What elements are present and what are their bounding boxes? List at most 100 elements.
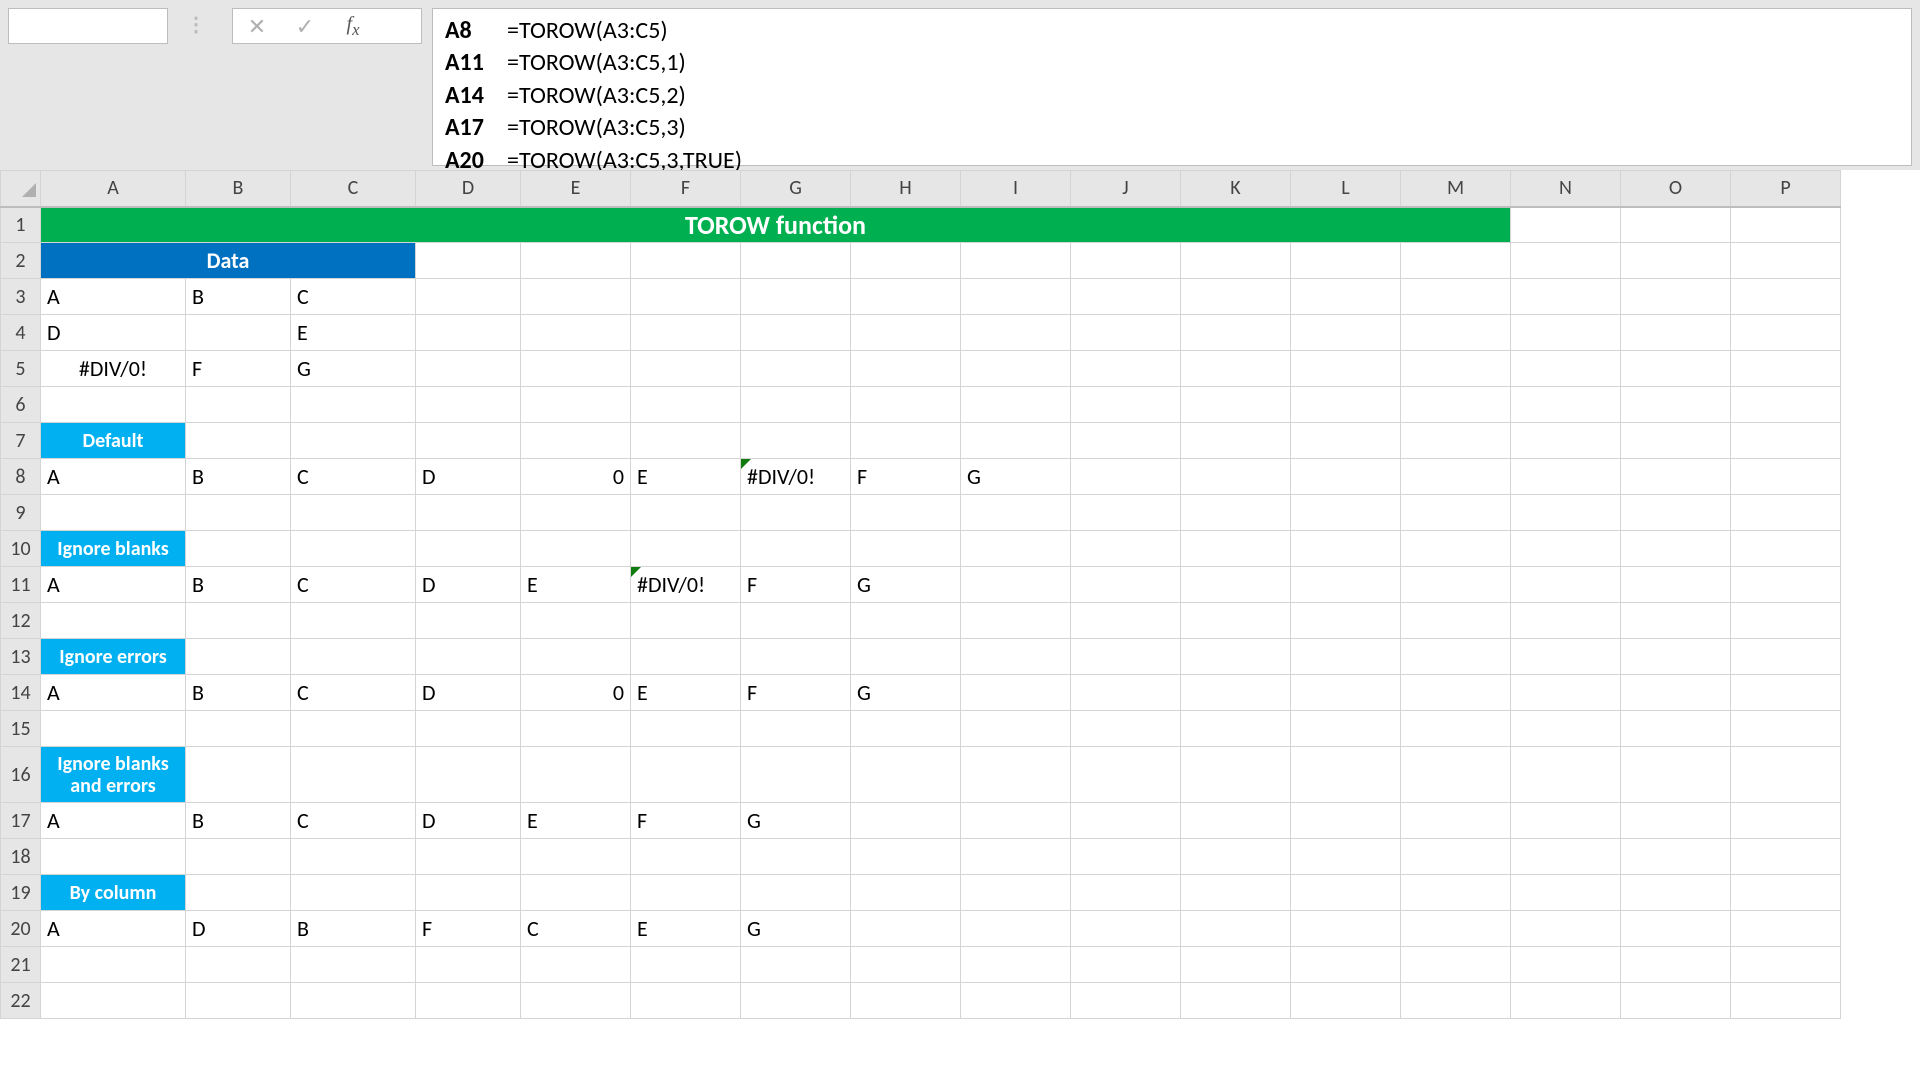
cell[interactable] [1621, 675, 1731, 711]
col-header-M[interactable]: M [1401, 171, 1511, 207]
cell[interactable] [186, 839, 291, 875]
col-header-L[interactable]: L [1291, 171, 1401, 207]
cell[interactable] [1621, 567, 1731, 603]
cell[interactable] [1071, 803, 1181, 839]
cell[interactable] [1181, 459, 1291, 495]
cell[interactable] [1291, 639, 1401, 675]
row-header-18[interactable]: 18 [1, 839, 41, 875]
col-header-H[interactable]: H [851, 171, 961, 207]
cell[interactable]: F [741, 567, 851, 603]
cell[interactable] [741, 747, 851, 803]
cell[interactable]: F [851, 459, 961, 495]
cell[interactable] [1731, 875, 1841, 911]
cell[interactable] [1621, 315, 1731, 351]
cell[interactable] [41, 983, 186, 1019]
cell[interactable]: D [416, 459, 521, 495]
cell[interactable] [41, 495, 186, 531]
cell[interactable] [291, 983, 416, 1019]
cell[interactable] [1511, 495, 1621, 531]
cell[interactable] [851, 803, 961, 839]
cell[interactable] [416, 495, 521, 531]
cell[interactable] [631, 279, 741, 315]
cell[interactable] [1401, 747, 1511, 803]
cell[interactable] [416, 387, 521, 423]
col-header-I[interactable]: I [961, 171, 1071, 207]
cell[interactable] [1731, 747, 1841, 803]
cell[interactable] [41, 711, 186, 747]
cell[interactable] [631, 639, 741, 675]
cell[interactable] [631, 351, 741, 387]
cell[interactable] [961, 911, 1071, 947]
cell[interactable] [1621, 603, 1731, 639]
cell[interactable] [1291, 911, 1401, 947]
cell[interactable] [1401, 531, 1511, 567]
cell[interactable] [521, 243, 631, 279]
cell[interactable] [291, 495, 416, 531]
cell[interactable] [961, 603, 1071, 639]
cell[interactable]: F [741, 675, 851, 711]
cell[interactable] [1181, 711, 1291, 747]
cell[interactable] [741, 603, 851, 639]
cell[interactable] [961, 279, 1071, 315]
cell[interactable] [1181, 351, 1291, 387]
cell[interactable] [1291, 711, 1401, 747]
cell[interactable]: E [291, 315, 416, 351]
cell[interactable]: G [741, 803, 851, 839]
col-header-D[interactable]: D [416, 171, 521, 207]
cell[interactable] [1181, 911, 1291, 947]
cell[interactable] [291, 639, 416, 675]
cell[interactable] [1621, 495, 1731, 531]
cell[interactable] [186, 603, 291, 639]
cell[interactable] [291, 423, 416, 459]
cell[interactable] [1181, 279, 1291, 315]
cell[interactable] [416, 839, 521, 875]
cell[interactable] [631, 315, 741, 351]
cell[interactable]: C [291, 279, 416, 315]
cell[interactable] [291, 531, 416, 567]
cell[interactable] [1071, 531, 1181, 567]
cell[interactable]: E [631, 675, 741, 711]
select-all-corner[interactable] [1, 171, 41, 207]
cell[interactable] [41, 839, 186, 875]
cell[interactable] [851, 243, 961, 279]
cell[interactable] [1401, 603, 1511, 639]
cell[interactable] [1071, 947, 1181, 983]
cell[interactable] [1401, 495, 1511, 531]
cell[interactable] [1401, 983, 1511, 1019]
col-header-K[interactable]: K [1181, 171, 1291, 207]
cell[interactable] [291, 839, 416, 875]
cell[interactable] [416, 603, 521, 639]
cell[interactable] [1511, 531, 1621, 567]
cell[interactable] [186, 315, 291, 351]
cell[interactable]: E [521, 567, 631, 603]
cell[interactable] [416, 315, 521, 351]
cell[interactable] [961, 803, 1071, 839]
cell[interactable] [1071, 911, 1181, 947]
cell[interactable] [741, 839, 851, 875]
cell[interactable] [1071, 315, 1181, 351]
cell[interactable] [961, 711, 1071, 747]
cell[interactable] [186, 947, 291, 983]
cell[interactable] [1511, 243, 1621, 279]
cell[interactable] [1071, 875, 1181, 911]
col-header-N[interactable]: N [1511, 171, 1621, 207]
cell[interactable]: F [631, 803, 741, 839]
cell[interactable] [186, 423, 291, 459]
cell[interactable] [521, 315, 631, 351]
cell[interactable] [631, 747, 741, 803]
row-header-20[interactable]: 20 [1, 911, 41, 947]
cell[interactable] [1401, 279, 1511, 315]
cell[interactable] [521, 747, 631, 803]
cell[interactable] [1621, 983, 1731, 1019]
cell[interactable] [521, 839, 631, 875]
cell[interactable] [1621, 711, 1731, 747]
cell[interactable]: D [186, 911, 291, 947]
cell[interactable] [1621, 351, 1731, 387]
cell[interactable] [1621, 387, 1731, 423]
cell[interactable] [631, 495, 741, 531]
cell[interactable] [1181, 875, 1291, 911]
cell[interactable] [1181, 639, 1291, 675]
cell[interactable]: D [416, 675, 521, 711]
row-header-3[interactable]: 3 [1, 279, 41, 315]
cell[interactable] [1291, 803, 1401, 839]
